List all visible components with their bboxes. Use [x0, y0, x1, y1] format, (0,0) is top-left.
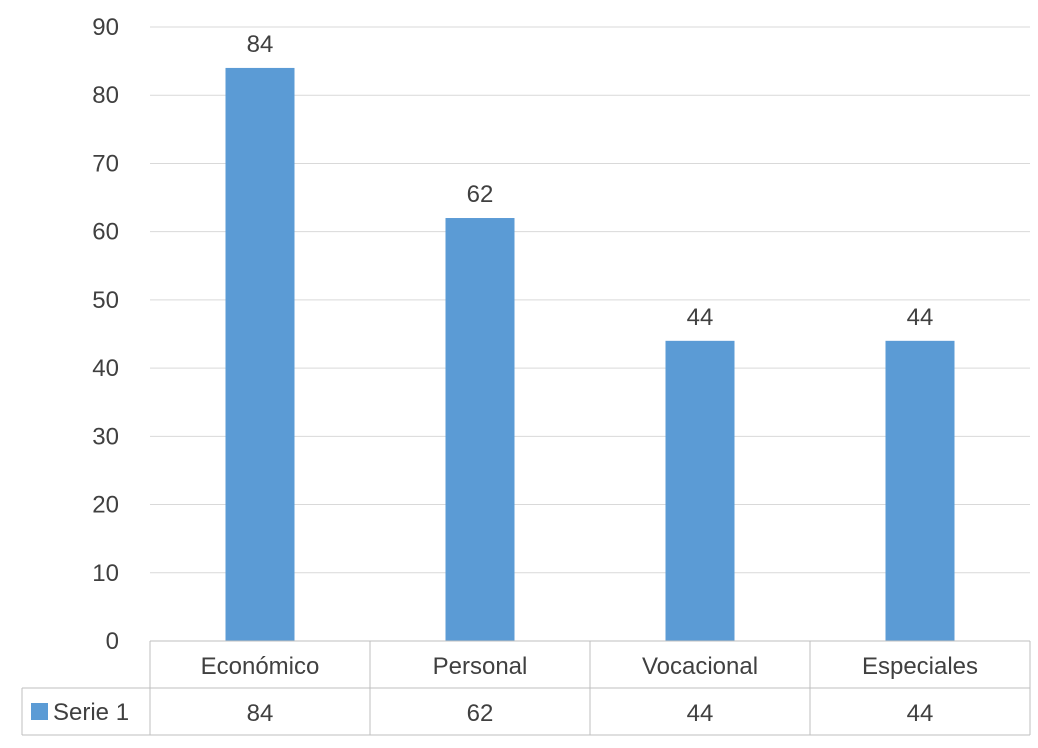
data-label: 44: [687, 304, 714, 331]
bar-especiales: [885, 340, 955, 641]
bar-vocacional: [665, 340, 735, 641]
y-tick-label: 50: [92, 287, 119, 314]
y-tick-label: 70: [92, 150, 119, 177]
bar-economico: [225, 67, 295, 641]
y-tick-label: 30: [92, 423, 119, 450]
bar-personal: [445, 218, 515, 641]
y-tick-label: 10: [92, 560, 119, 587]
data-table: Económico Personal Vocacional Especiales Ser…: [21, 640, 1031, 736]
legend-key: [31, 703, 48, 720]
data-label: 44: [907, 304, 934, 331]
y-axis: 0 10 20 30 40 50 60 70 80 90: [92, 14, 119, 655]
category-label: Económico: [201, 653, 320, 680]
category-label: Vocacional: [642, 653, 758, 680]
y-tick-label: 60: [92, 219, 119, 246]
bars: [225, 67, 955, 641]
y-tick-label: 80: [92, 82, 119, 109]
y-tick-label: 0: [106, 628, 119, 655]
category-label: Personal: [433, 653, 528, 680]
gridlines: [150, 26, 1030, 574]
data-label: 62: [467, 181, 494, 208]
data-label: 84: [247, 31, 274, 58]
table-value-cell: 62: [467, 700, 494, 727]
legend-series-name: Serie 1: [53, 699, 129, 726]
table-value-cell: 84: [247, 700, 274, 727]
table-value-cell: 44: [687, 700, 714, 727]
table-value-cell: 44: [907, 700, 934, 727]
y-tick-label: 90: [92, 14, 119, 41]
data-labels: 84 62 44 44: [247, 31, 934, 331]
y-tick-label: 40: [92, 355, 119, 382]
category-label: Especiales: [862, 653, 978, 680]
y-tick-label: 20: [92, 492, 119, 519]
